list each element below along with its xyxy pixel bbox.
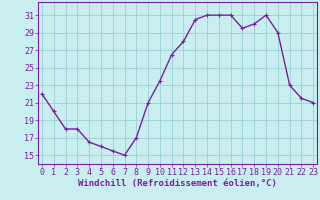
X-axis label: Windchill (Refroidissement éolien,°C): Windchill (Refroidissement éolien,°C) [78, 179, 277, 188]
